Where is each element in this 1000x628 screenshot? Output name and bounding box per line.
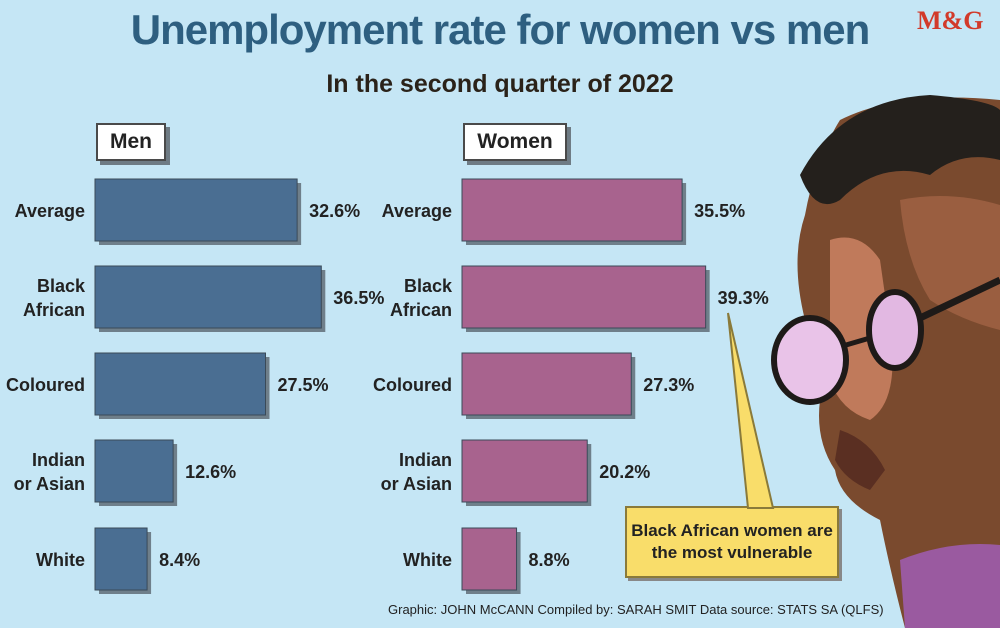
callout-note: Black African women are the most vulnera… xyxy=(625,506,839,578)
men-bar xyxy=(94,265,322,329)
men-value-label: 12.6% xyxy=(185,462,236,482)
women-value-label: 27.3% xyxy=(643,375,694,395)
men-value-label: 32.6% xyxy=(309,201,360,221)
chart-title: Unemployment rate for women vs men xyxy=(130,6,871,53)
women-value-label: 39.3% xyxy=(718,288,769,308)
women-category-label: Coloured xyxy=(373,375,452,395)
chart-subtitle: In the second quarter of 2022 xyxy=(326,70,674,98)
women-category-label: Average xyxy=(382,201,452,221)
men-category-label: Average xyxy=(15,201,85,221)
women-value-label: 8.8% xyxy=(529,550,570,570)
women-category-label: White xyxy=(403,550,452,570)
credits-line: Graphic: JOHN McCANN Compiled by: SARAH … xyxy=(388,602,884,617)
men-panel-header: Men xyxy=(96,123,166,161)
men-value-label: 8.4% xyxy=(159,550,200,570)
women-category-label: or Asian xyxy=(381,474,452,494)
men-category-label: Black xyxy=(37,276,86,296)
publisher-logo: M&G xyxy=(917,6,984,35)
women-category-label: African xyxy=(390,300,452,320)
women-bar xyxy=(461,178,683,242)
men-category-label: African xyxy=(23,300,85,320)
men-category-label: or Asian xyxy=(14,474,85,494)
men-bar xyxy=(94,527,148,591)
women-category-label: Black xyxy=(404,276,453,296)
men-bar xyxy=(94,178,298,242)
women-bar xyxy=(461,265,707,329)
men-category-label: White xyxy=(36,550,85,570)
men-value-label: 36.5% xyxy=(333,288,384,308)
women-panel-header: Women xyxy=(463,123,567,161)
women-bar xyxy=(461,439,588,503)
women-value-label: 35.5% xyxy=(694,201,745,221)
men-bar xyxy=(94,439,174,503)
portrait-illustration xyxy=(771,95,1000,628)
women-bar xyxy=(461,527,518,591)
men-category-label: Indian xyxy=(32,450,85,470)
women-value-label: 20.2% xyxy=(599,462,650,482)
men-bar xyxy=(94,352,266,416)
men-value-label: 27.5% xyxy=(278,375,329,395)
men-category-label: Coloured xyxy=(6,375,85,395)
women-bar xyxy=(461,352,632,416)
women-category-label: Indian xyxy=(399,450,452,470)
